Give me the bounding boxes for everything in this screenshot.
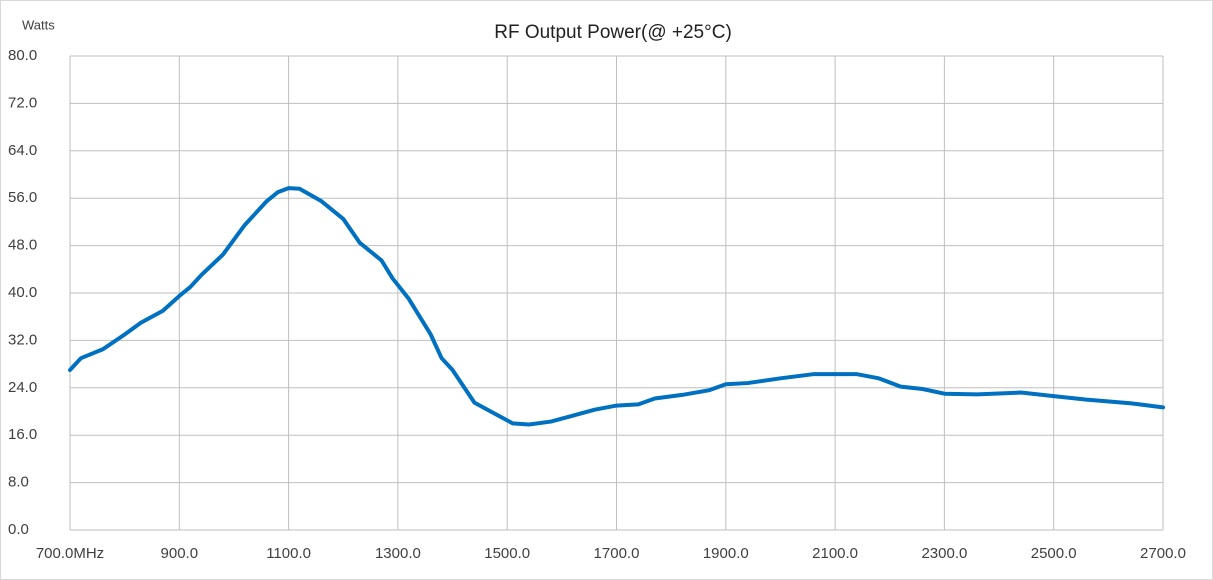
y-tick-label: 8.0 [8,474,29,491]
x-tick-label: 2500.0 [1031,545,1077,562]
x-tick-label: 900.0 [161,545,199,562]
y-tick-label: 80.0 [8,47,37,64]
line-series [68,186,1165,427]
x-tick-label: 1900.0 [703,545,749,562]
x-tick-label: 1100.0 [266,545,311,562]
y-axis-label: Watts [22,17,55,32]
chart-title: RF Output Power(@ +25°C) [494,22,732,43]
y-tick-label: 64.0 [8,142,37,159]
y-tick-label: 40.0 [8,284,37,301]
y-tick-label: 0.0 [8,521,29,538]
y-tick-label: 16.0 [8,426,37,443]
y-tick-label: 72.0 [8,94,37,111]
x-tick-label: 2700.0 [1140,545,1186,562]
y-tick-label: 32.0 [8,331,37,348]
y-tick-label: 56.0 [8,189,37,206]
x-tick-label: 700.0MHz [36,545,104,562]
x-tick-label: 1700.0 [594,545,640,562]
y-tick-label: 24.0 [8,379,37,396]
x-tick-label: 2100.0 [812,545,858,562]
x-tick-label: 2300.0 [921,545,967,562]
y-tick-label: 48.0 [8,237,37,254]
x-tick-label: 1300.0 [375,545,421,562]
x-tick-label: 1500.0 [484,545,530,562]
